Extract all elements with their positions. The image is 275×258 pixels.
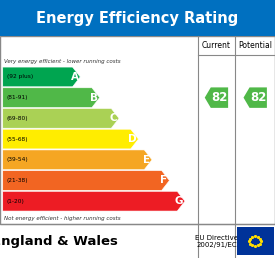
Polygon shape	[3, 150, 152, 170]
Text: (39-54): (39-54)	[7, 157, 29, 162]
Text: (81-91): (81-91)	[7, 95, 28, 100]
Polygon shape	[3, 109, 119, 128]
Text: Not energy efficient - higher running costs: Not energy efficient - higher running co…	[4, 215, 121, 221]
Text: (55-68): (55-68)	[7, 136, 29, 142]
Text: (1-20): (1-20)	[7, 199, 25, 204]
Text: E: E	[143, 155, 150, 165]
Text: Energy Efficiency Rating: Energy Efficiency Rating	[36, 11, 239, 26]
Polygon shape	[3, 129, 138, 149]
Text: EU Directive
2002/91/EC: EU Directive 2002/91/EC	[195, 235, 238, 248]
Bar	[236, 227, 274, 255]
Bar	[0, 0, 275, 36]
Text: 82: 82	[211, 91, 228, 104]
Text: (69-80): (69-80)	[7, 116, 29, 121]
Polygon shape	[3, 171, 169, 190]
Text: England & Wales: England & Wales	[0, 235, 118, 248]
Text: D: D	[128, 134, 137, 144]
Text: Very energy efficient - lower running costs: Very energy efficient - lower running co…	[4, 59, 121, 64]
Text: 82: 82	[250, 91, 266, 104]
Polygon shape	[205, 87, 228, 108]
Polygon shape	[3, 191, 185, 211]
Text: B: B	[90, 93, 98, 103]
Text: F: F	[160, 175, 167, 186]
Text: Potential: Potential	[238, 41, 272, 50]
Text: (21-38): (21-38)	[7, 178, 29, 183]
Polygon shape	[3, 88, 100, 108]
Bar	[0, 36, 275, 224]
Text: Current: Current	[202, 41, 231, 50]
Text: C: C	[109, 113, 117, 123]
Text: G: G	[175, 196, 183, 206]
Polygon shape	[244, 87, 267, 108]
Text: A: A	[70, 72, 78, 82]
Text: (92 plus): (92 plus)	[7, 74, 33, 79]
Polygon shape	[3, 67, 80, 87]
